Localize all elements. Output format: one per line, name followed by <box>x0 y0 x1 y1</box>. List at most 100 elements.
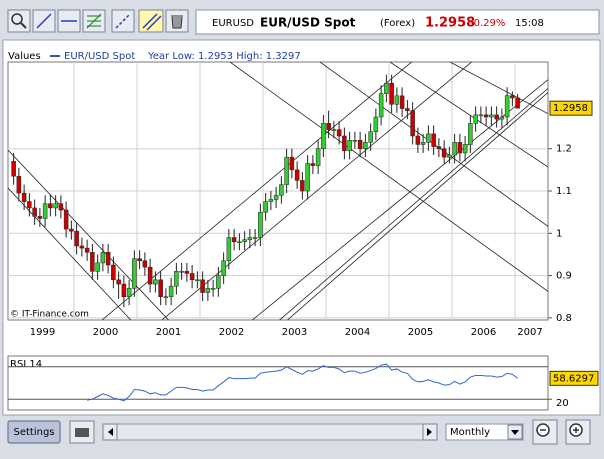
candle-body <box>368 131 373 143</box>
candle-body <box>415 135 421 145</box>
candle-body <box>279 184 284 196</box>
candle-body <box>378 93 384 118</box>
x-tick-label: 2007 <box>517 327 542 338</box>
candle-body <box>431 133 436 147</box>
candle-body <box>16 175 22 194</box>
period-select[interactable] <box>445 423 524 441</box>
settings-label: Settings <box>13 427 54 438</box>
candle-body <box>132 258 137 289</box>
legend-series: EUR/USD Spot <box>64 51 135 62</box>
candle-body <box>494 114 499 120</box>
candle-body <box>289 156 295 171</box>
candle-body <box>189 273 195 281</box>
x-tick-label: 1999 <box>30 327 55 338</box>
candle-body <box>126 288 132 297</box>
candle-body <box>462 144 468 154</box>
candle-body <box>200 279 205 293</box>
candle-body <box>210 288 216 290</box>
candle-body <box>95 262 100 272</box>
trend-tool[interactable] <box>111 9 135 33</box>
print-icon <box>75 428 89 437</box>
time: 15:08 <box>515 18 544 29</box>
scroll-left-icon <box>108 428 113 436</box>
candle-body <box>510 95 515 99</box>
candle-body <box>336 129 342 137</box>
candle-body <box>441 148 447 158</box>
zoom-tool[interactable] <box>7 9 31 33</box>
candle-body <box>21 192 27 202</box>
x-tick-label: 2000 <box>93 327 118 338</box>
y-tick-label: 20 <box>556 398 569 409</box>
toolbar: EURUSD EUR/USD Spot (Forex) 1.2958 -0.29… <box>0 0 604 38</box>
candle-body <box>389 82 394 105</box>
candle-body <box>53 203 58 209</box>
x-tick-label: 2002 <box>219 327 244 338</box>
candle-body <box>63 209 69 230</box>
change: -0.29% <box>470 18 505 29</box>
candle-body <box>300 180 305 192</box>
fib-icon <box>86 13 102 29</box>
symbol: EURUSD <box>212 18 254 29</box>
candle-body <box>163 296 169 298</box>
candle-body <box>384 82 389 94</box>
channel-icon <box>142 13 162 31</box>
candle-body <box>11 161 16 177</box>
candle-body <box>195 279 200 282</box>
candle-body <box>394 95 400 105</box>
candle-body <box>221 260 226 276</box>
x-tick-label: 2004 <box>345 327 370 338</box>
trend-line <box>229 62 548 292</box>
settings-button[interactable] <box>7 420 61 444</box>
candle-body <box>116 279 121 285</box>
candle-body <box>342 135 347 152</box>
zoom-in-plus <box>573 427 579 433</box>
candle-body <box>105 252 111 266</box>
trend-line <box>449 62 548 115</box>
y-tick-label: 0.8 <box>556 313 572 324</box>
candle-body <box>452 142 457 156</box>
select-arrow-icon <box>511 430 519 435</box>
candle-body <box>457 142 463 154</box>
candle-body <box>247 237 253 240</box>
candle-body <box>310 163 316 166</box>
scrollbar[interactable] <box>102 423 438 441</box>
candle-body <box>231 237 237 243</box>
rsi-line <box>87 363 518 402</box>
chart-frame <box>2 39 601 416</box>
candle-body <box>137 258 142 262</box>
trend-line <box>286 91 548 320</box>
candle-body <box>147 266 153 285</box>
candle-body <box>489 114 494 118</box>
last-value-box <box>549 370 599 386</box>
trend-line <box>8 149 170 320</box>
candle-body <box>273 194 279 200</box>
trash-icon <box>171 15 183 29</box>
rsi-chart: RSI 14 20 58.6297 <box>8 359 599 409</box>
candle-body <box>184 271 190 274</box>
candle-body <box>294 169 300 181</box>
line-icon <box>36 13 52 29</box>
candle-body <box>84 247 90 253</box>
candle-body <box>504 95 510 118</box>
y-tick-label: 1 <box>556 228 562 239</box>
candle-body <box>158 279 163 297</box>
candle-body <box>27 201 32 209</box>
source: © IT-Finance.com <box>10 310 89 320</box>
candle-body <box>100 252 106 264</box>
zoom-icon <box>11 13 23 25</box>
year-range: Year Low: 1.2953 High: 1.3297 <box>147 51 301 62</box>
candle-body <box>305 163 310 192</box>
candle-body <box>237 241 242 244</box>
candle-body <box>168 285 174 297</box>
candle-body <box>420 142 426 145</box>
x-tick-label: 2005 <box>408 327 433 338</box>
candle-body <box>74 230 79 247</box>
candle-body <box>226 237 232 262</box>
trend-line <box>278 87 548 320</box>
y-tick-label: 1.2 <box>556 144 572 155</box>
quote-box <box>195 9 600 35</box>
zoom-icon-handle <box>20 22 27 29</box>
candle-body <box>179 271 184 273</box>
